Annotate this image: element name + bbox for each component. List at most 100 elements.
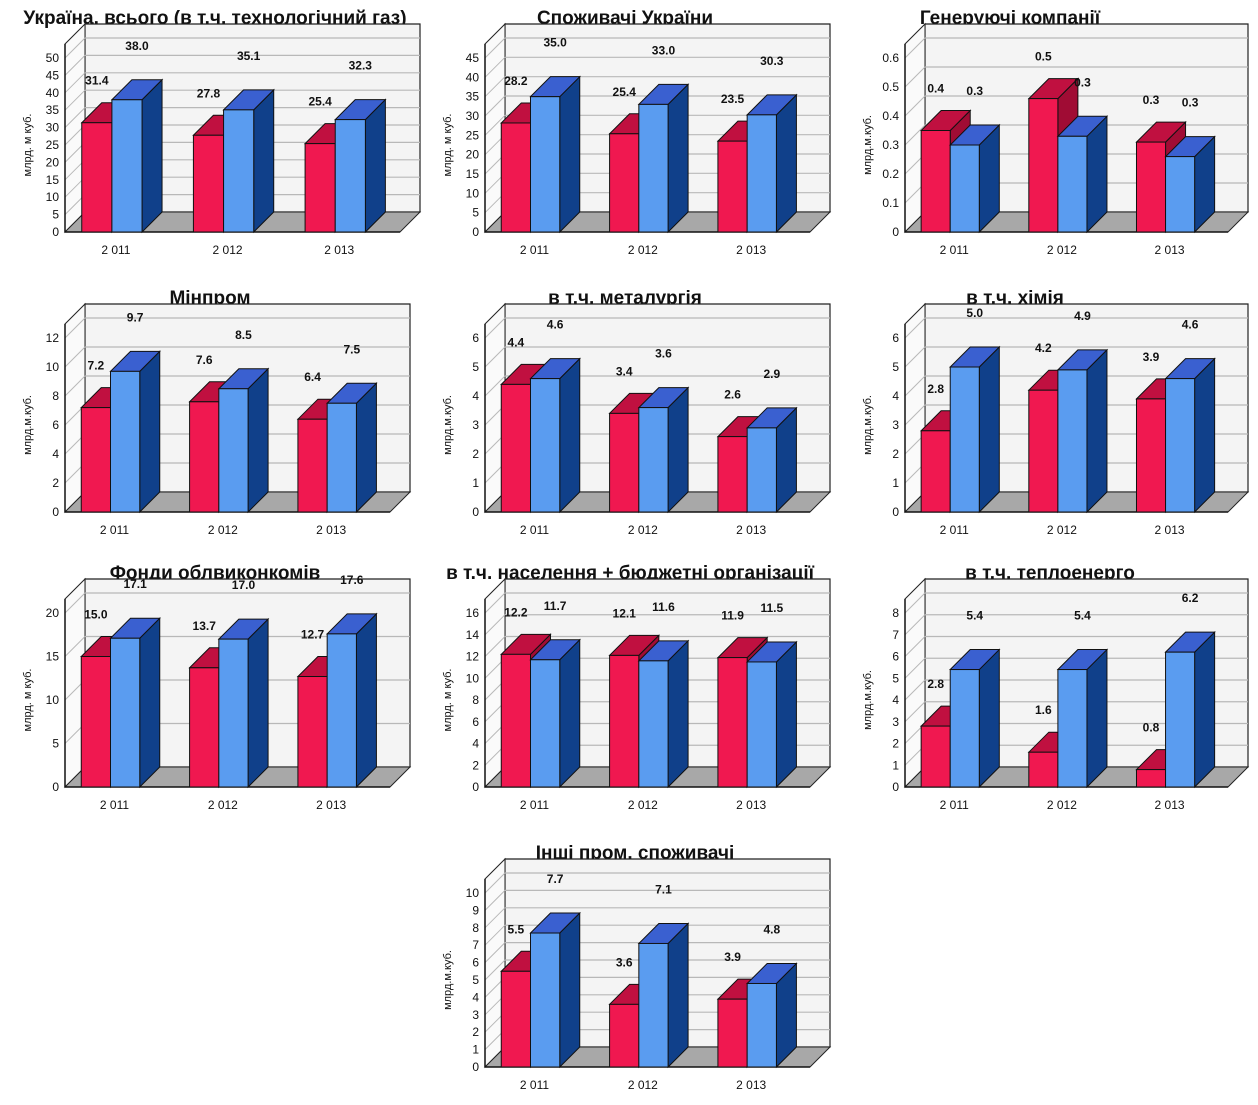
bar-front-face xyxy=(717,657,748,788)
data-label: 5.4 xyxy=(1074,609,1091,623)
y-tick-label: 5 xyxy=(892,360,899,374)
y-tick-label: 35 xyxy=(466,90,480,104)
gridline-side xyxy=(484,37,506,59)
data-label: 17.6 xyxy=(340,573,364,587)
data-label: 2.8 xyxy=(927,382,944,396)
bar-blue xyxy=(222,88,275,234)
y-tick-label: 5 xyxy=(472,206,479,220)
gridline-side xyxy=(64,317,86,339)
data-label: 3.9 xyxy=(724,950,741,964)
gridline-side xyxy=(64,37,86,59)
bar-blue xyxy=(637,386,690,514)
data-label: 2.9 xyxy=(763,367,780,381)
y-tick-label: 35 xyxy=(46,103,60,117)
y-tick-label: 10 xyxy=(46,360,60,374)
x-tick-label: 2 012 xyxy=(628,243,658,257)
data-label: 17.1 xyxy=(123,577,147,591)
gridline-side xyxy=(904,614,926,636)
bar-chart-3d: Генеруючі компанії00.10.20.30.40.50.6млр… xyxy=(862,8,1250,257)
bar-front-face xyxy=(638,407,669,513)
gridline-side xyxy=(904,636,926,657)
bar-front-face xyxy=(1165,378,1196,513)
gridline-side xyxy=(904,95,926,117)
y-tick-label: 0.5 xyxy=(882,80,899,94)
bar-blue xyxy=(1056,348,1109,514)
data-label: 11.9 xyxy=(721,609,744,623)
gridline-side xyxy=(484,375,506,397)
y-tick-label: 8 xyxy=(472,921,479,935)
y-tick-label: 3 xyxy=(892,418,899,432)
y-tick-label: 3 xyxy=(472,1008,479,1022)
bar-front-face xyxy=(717,998,748,1068)
data-label: 0.3 xyxy=(1182,96,1199,110)
data-label: 12.1 xyxy=(613,606,637,620)
x-tick-label: 2 011 xyxy=(940,523,969,537)
bar-blue xyxy=(1164,135,1216,234)
data-label: 7.2 xyxy=(88,359,105,373)
bar-front-face xyxy=(1135,141,1167,233)
data-label: 0.3 xyxy=(966,84,983,98)
data-label: 6.2 xyxy=(1182,591,1199,605)
y-tick-label: 4 xyxy=(472,737,479,751)
chart-panel: в т.ч. металургія 0 1 2 3 4 5 6 млрд.м.куб. 4.4 4.… xyxy=(420,280,840,550)
y-tick-label: 6 xyxy=(472,331,479,345)
bar-front-face xyxy=(189,667,220,788)
bar-front-face xyxy=(746,427,777,513)
y-tick-label: 15 xyxy=(46,173,60,187)
bar-front-face xyxy=(218,638,249,788)
gridline-side xyxy=(484,346,506,368)
data-label: 35.0 xyxy=(543,36,567,50)
y-tick-label: 20 xyxy=(46,606,60,620)
bar-blue xyxy=(325,612,378,789)
data-label: 30.3 xyxy=(760,54,784,68)
gridline-side xyxy=(484,959,506,981)
bar-front-face xyxy=(717,140,748,233)
y-tick-label: 9 xyxy=(472,903,479,917)
y-tick-label: 1 xyxy=(892,476,899,490)
bar-front-face xyxy=(1165,156,1196,233)
data-label: 33.0 xyxy=(652,43,676,57)
y-tick-label: 2 xyxy=(892,737,899,751)
gridline-side xyxy=(64,375,86,397)
bar-blue xyxy=(109,617,161,789)
bar-front-face xyxy=(500,970,531,1068)
bar-blue xyxy=(325,382,378,514)
x-tick-label: 2 013 xyxy=(1155,243,1185,257)
bar-blue xyxy=(1164,630,1216,789)
chart-panel: Споживачі України 0 5 10 15 20 25 30 35 40 45 млрд.… xyxy=(420,0,840,270)
y-tick-label: 0 xyxy=(52,780,59,794)
bar-blue xyxy=(110,78,164,234)
x-tick-label: 2 013 xyxy=(736,523,766,537)
data-label: 5.5 xyxy=(508,922,525,936)
bar-side-face xyxy=(1194,630,1216,789)
y-axis-title: млрд. м куб. xyxy=(442,114,454,177)
bar-front-face xyxy=(500,383,531,513)
y-tick-label: 25 xyxy=(46,138,60,152)
data-label: 2.8 xyxy=(927,677,944,691)
bar-front-face xyxy=(334,119,366,233)
data-label: 4.9 xyxy=(1074,309,1091,323)
x-tick-label: 2 011 xyxy=(100,798,129,812)
data-label: 0.3 xyxy=(1143,93,1160,107)
bar-front-face xyxy=(717,436,748,513)
bar-side-face xyxy=(978,345,1000,514)
bar-front-face xyxy=(110,370,141,513)
bar-front-face xyxy=(223,109,255,233)
x-tick-label: 2 013 xyxy=(736,798,766,812)
y-tick-label: 2 xyxy=(52,476,59,490)
bar-blue xyxy=(949,345,1001,514)
bar-side-face xyxy=(247,367,269,514)
y-tick-label: 20 xyxy=(466,148,480,162)
gridline-side xyxy=(904,124,926,146)
gridline-side xyxy=(904,657,926,679)
data-label: 9.7 xyxy=(127,310,144,324)
y-tick-label: 25 xyxy=(466,128,480,142)
y-tick-label: 4 xyxy=(52,447,59,461)
bar-front-face xyxy=(609,412,640,513)
y-tick-label: 4 xyxy=(472,990,479,1004)
data-label: 23.5 xyxy=(721,92,745,106)
bar-blue xyxy=(529,911,581,1069)
data-label: 3.6 xyxy=(655,347,672,361)
